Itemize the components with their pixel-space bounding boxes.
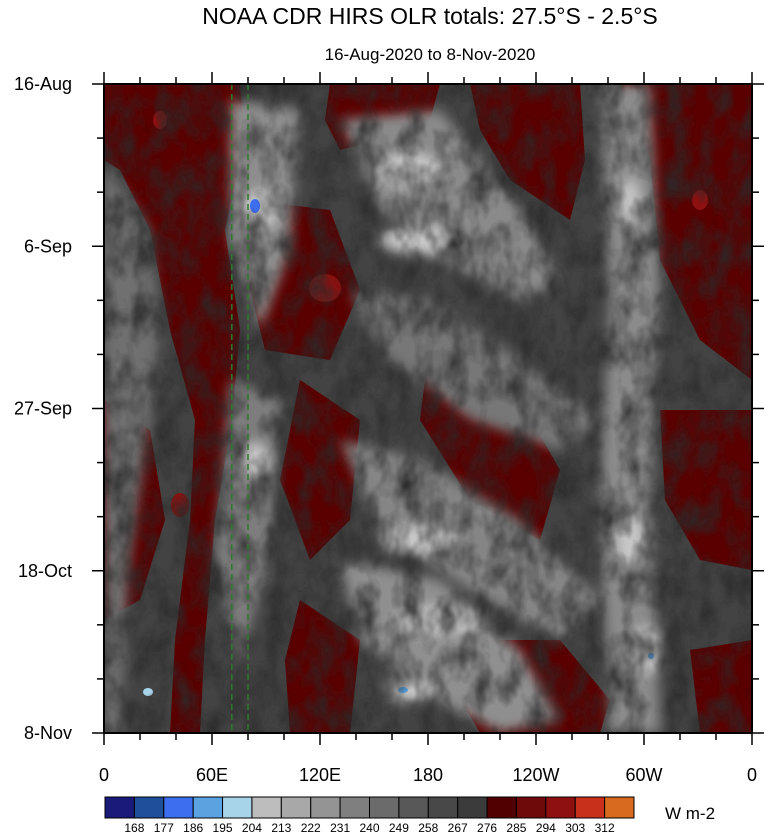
y-tick-label: 18-Oct bbox=[18, 561, 72, 581]
colorbar-swatch bbox=[457, 796, 488, 819]
colorbar-swatch bbox=[104, 796, 135, 819]
units-label: W m-2 bbox=[665, 804, 715, 823]
colorbar-swatch bbox=[192, 796, 224, 819]
colorbar-label: 186 bbox=[183, 821, 203, 834]
x-axis: 0 60E 120E 180 120W 60W 0 bbox=[99, 72, 757, 785]
colorbar-label: 177 bbox=[154, 821, 174, 834]
x-tick-label: 0 bbox=[747, 765, 757, 785]
colorbar-swatch bbox=[310, 796, 341, 819]
colorbar-label: 231 bbox=[330, 821, 350, 834]
colorbar-label: 222 bbox=[301, 821, 321, 834]
colorbar-label: 168 bbox=[124, 821, 144, 834]
y-tick-label: 6-Sep bbox=[24, 236, 72, 256]
colorbar-label: 267 bbox=[448, 821, 468, 834]
colorbar-swatch bbox=[545, 796, 576, 819]
x-tick-label: 0 bbox=[99, 765, 109, 785]
colorbar-swatch bbox=[515, 796, 547, 819]
colorbar-swatch bbox=[133, 796, 165, 819]
colorbar-label: 276 bbox=[477, 821, 497, 834]
colorbar-swatch bbox=[369, 796, 400, 819]
reference-lines bbox=[231, 84, 249, 733]
y-tick-label: 8-Nov bbox=[24, 723, 72, 743]
colorbar-label: 249 bbox=[389, 821, 409, 834]
colorbar-label: 303 bbox=[565, 821, 585, 834]
y-tick-label: 27-Sep bbox=[14, 399, 72, 419]
x-tick-label: 60E bbox=[196, 765, 228, 785]
colorbar-swatch bbox=[604, 796, 635, 819]
colorbar-label: 195 bbox=[213, 821, 233, 834]
colorbar: 168 177 186 195 204 213 222 231 240 249 258 267 276 2… bbox=[104, 796, 635, 834]
colorbar-swatch bbox=[398, 796, 429, 819]
heatmap-field bbox=[104, 84, 752, 733]
colorbar-label: 294 bbox=[536, 821, 556, 834]
colorbar-label: 213 bbox=[271, 821, 291, 834]
colorbar-swatch bbox=[339, 796, 371, 819]
colorbar-label: 204 bbox=[242, 821, 262, 834]
colorbar-swatch bbox=[163, 796, 194, 819]
colorbar-label: 285 bbox=[506, 821, 526, 834]
x-tick-label: 60W bbox=[625, 765, 662, 785]
x-tick-label: 180 bbox=[413, 765, 443, 785]
colorbar-swatch bbox=[280, 796, 312, 819]
x-tick-label: 120E bbox=[299, 765, 341, 785]
colorbar-label: 240 bbox=[359, 821, 379, 834]
chart-title: NOAA CDR HIRS OLR totals: 27.5°S - 2.5°S bbox=[202, 3, 658, 29]
colorbar-swatch bbox=[251, 796, 282, 819]
colorbar-label: 312 bbox=[595, 821, 615, 834]
x-tick-label: 120W bbox=[512, 765, 559, 785]
colorbar-swatch bbox=[486, 796, 517, 819]
colorbar-swatch bbox=[222, 796, 253, 819]
colorbar-label: 258 bbox=[418, 821, 438, 834]
y-tick-label: 16-Aug bbox=[14, 74, 72, 94]
chart-subtitle: 16-Aug-2020 to 8-Nov-2020 bbox=[325, 45, 536, 64]
heatmap-texture bbox=[104, 84, 752, 733]
colorbar-swatch bbox=[574, 796, 606, 819]
colorbar-swatch bbox=[427, 796, 459, 819]
y-axis: 16-Aug 6-Sep 27-Sep 18-Oct 8-Nov bbox=[14, 74, 764, 743]
